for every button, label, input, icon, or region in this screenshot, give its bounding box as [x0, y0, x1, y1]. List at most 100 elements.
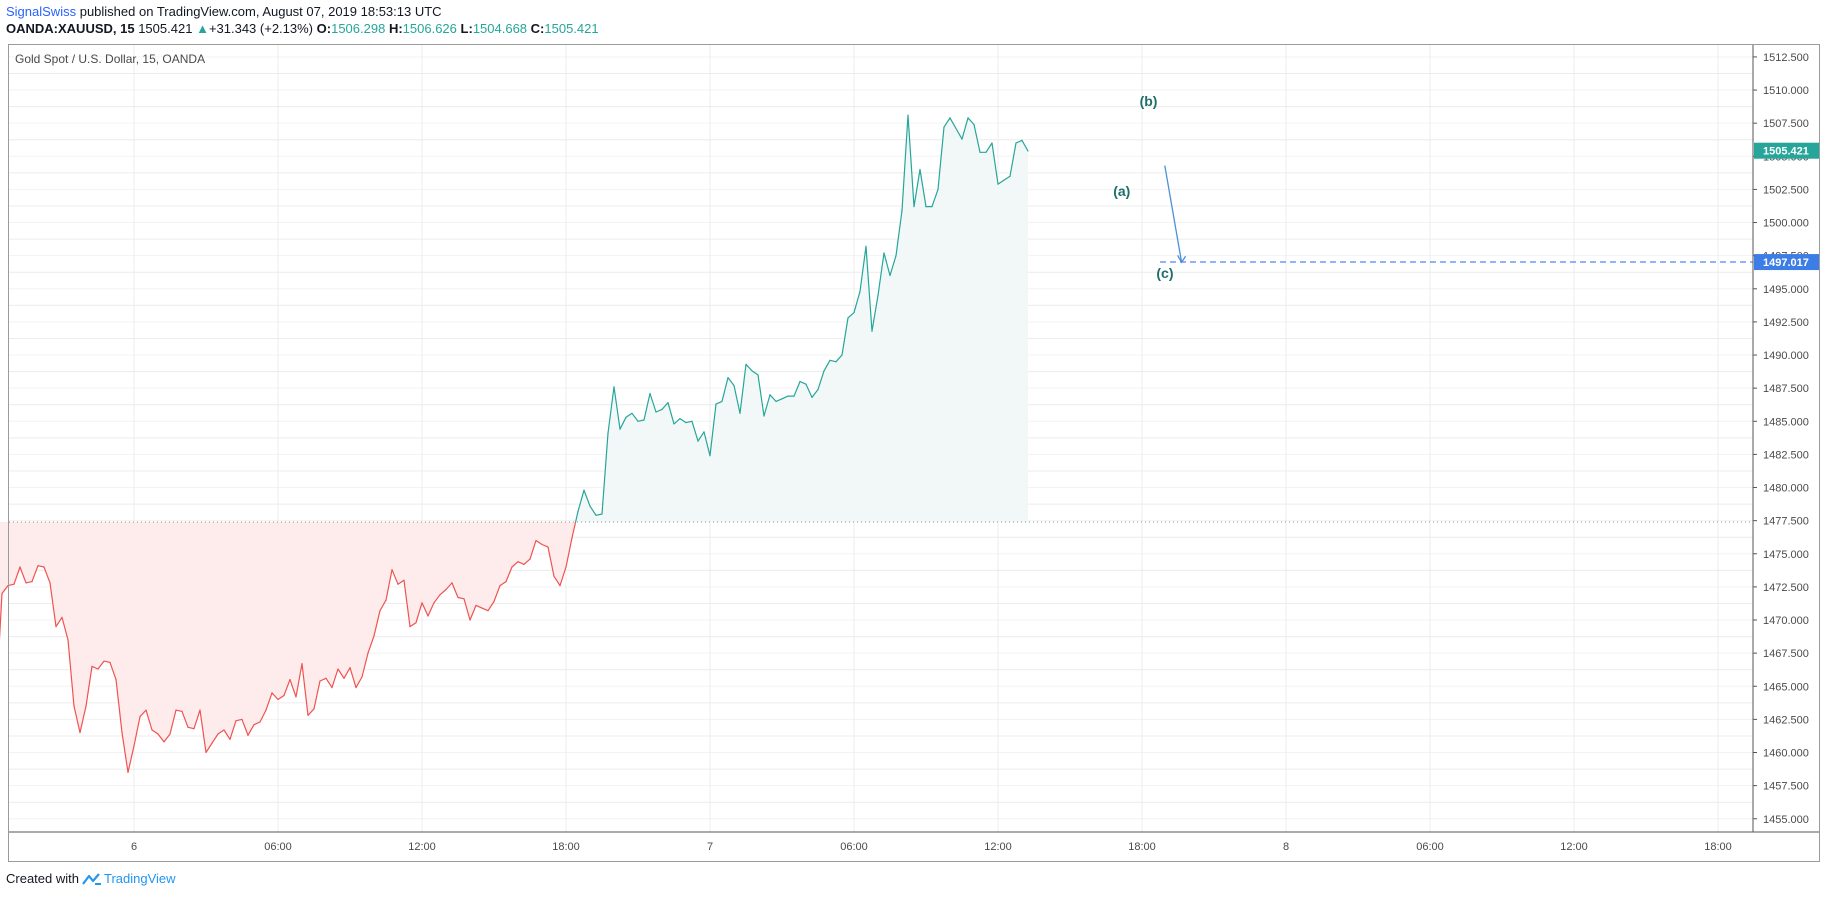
- data-point: [1021, 139, 1023, 141]
- wave-label: (a): [1113, 183, 1130, 199]
- data-point: [979, 151, 981, 153]
- data-point: [187, 726, 189, 728]
- data-point: [349, 667, 351, 669]
- data-point: [103, 660, 105, 662]
- price-tick-label: 1477.500: [1763, 516, 1809, 528]
- data-point: [751, 370, 753, 372]
- data-point: [763, 415, 765, 417]
- data-point: [265, 709, 267, 711]
- data-point: [157, 733, 159, 735]
- wave-label: (b): [1140, 93, 1158, 109]
- data-point: [433, 602, 435, 604]
- data-point: [355, 687, 357, 689]
- data-point: [163, 741, 165, 743]
- price-tick-label: 1487.500: [1763, 383, 1809, 395]
- data-point: [205, 751, 207, 754]
- data-point: [1015, 142, 1017, 144]
- wave-label: (c): [1156, 265, 1173, 281]
- data-point: [529, 558, 531, 560]
- data-point: [619, 428, 621, 430]
- data-point: [295, 696, 297, 698]
- data-point: [175, 709, 177, 711]
- data-point: [721, 400, 723, 402]
- chart-legend-title: Gold Spot / U.S. Dollar, 15, OANDA: [15, 52, 206, 66]
- data-point: [949, 117, 951, 119]
- data-point: [733, 384, 735, 387]
- data-point: [235, 720, 237, 722]
- time-tick-label: 12:00: [1560, 841, 1588, 853]
- high-value: 1506.626: [402, 21, 457, 36]
- data-point: [67, 639, 69, 641]
- data-point: [931, 206, 933, 208]
- data-point: [883, 252, 885, 254]
- up-triangle-icon: ▲: [196, 21, 209, 36]
- data-point: [901, 210, 903, 212]
- data-point: [79, 732, 81, 734]
- data-point: [301, 663, 303, 665]
- price-tick-label: 1480.000: [1763, 483, 1809, 495]
- time-tick-label: 7: [707, 841, 713, 853]
- data-point: [457, 596, 459, 599]
- target-price-label: 1497.017: [1763, 257, 1809, 269]
- data-point: [865, 245, 867, 247]
- data-point: [487, 610, 489, 612]
- series-above-baseline-area: [575, 115, 1028, 522]
- data-point: [829, 359, 831, 361]
- data-point: [799, 380, 801, 383]
- symbol-line: OANDA:XAUUSD, 15 1505.421 ▲+31.343 (+2.1…: [6, 21, 599, 36]
- data-point: [835, 361, 837, 363]
- data-point: [181, 710, 183, 713]
- data-point: [133, 745, 135, 747]
- data-point: [247, 734, 249, 736]
- price-axis[interactable]: [1753, 45, 1820, 832]
- tradingview-logo-icon: [82, 873, 101, 885]
- time-tick-label: 12:00: [408, 841, 436, 853]
- current-price-badge: [1754, 142, 1820, 159]
- data-point: [517, 561, 519, 563]
- data-point: [853, 312, 855, 314]
- tradingview-link[interactable]: TradingView: [103, 871, 176, 886]
- data-point: [913, 206, 915, 208]
- data-point: [859, 290, 861, 292]
- arrow-head-icon: [1177, 254, 1187, 264]
- close-value: 1505.421: [544, 21, 599, 36]
- data-point: [841, 354, 843, 356]
- data-point: [313, 708, 315, 710]
- time-tick-label: 06:00: [840, 841, 868, 853]
- data-point: [505, 581, 507, 583]
- data-point: [37, 565, 39, 567]
- data-point: [427, 615, 429, 617]
- data-point: [775, 400, 777, 402]
- time-axis[interactable]: [9, 832, 1820, 862]
- data-point: [925, 206, 927, 208]
- price-tick-label: 1507.500: [1763, 118, 1809, 130]
- data-point: [685, 422, 687, 424]
- data-point: [445, 588, 447, 591]
- data-point: [907, 114, 909, 116]
- data-point: [625, 416, 627, 418]
- data-point: [259, 721, 261, 723]
- data-point: [337, 668, 339, 670]
- data-point: [643, 419, 645, 421]
- data-point: [307, 714, 309, 717]
- price-tick-label: 1457.500: [1763, 781, 1809, 793]
- price-tick-label: 1455.000: [1763, 814, 1809, 826]
- data-point: [613, 386, 615, 388]
- data-point: [757, 374, 759, 376]
- data-point: [229, 738, 231, 740]
- open-value: 1506.298: [331, 21, 386, 36]
- data-point: [121, 732, 123, 734]
- author-link[interactable]: SignalSwiss: [6, 4, 77, 19]
- data-point: [277, 698, 279, 701]
- data-point: [43, 566, 45, 568]
- data-point: [151, 729, 153, 731]
- price-tick-label: 1472.500: [1763, 582, 1809, 594]
- data-point: [967, 117, 969, 119]
- data-point: [745, 363, 747, 365]
- data-point: [1027, 150, 1029, 152]
- data-point: [97, 668, 99, 670]
- data-point: [709, 455, 711, 457]
- data-point: [25, 582, 27, 584]
- data-point: [661, 408, 663, 410]
